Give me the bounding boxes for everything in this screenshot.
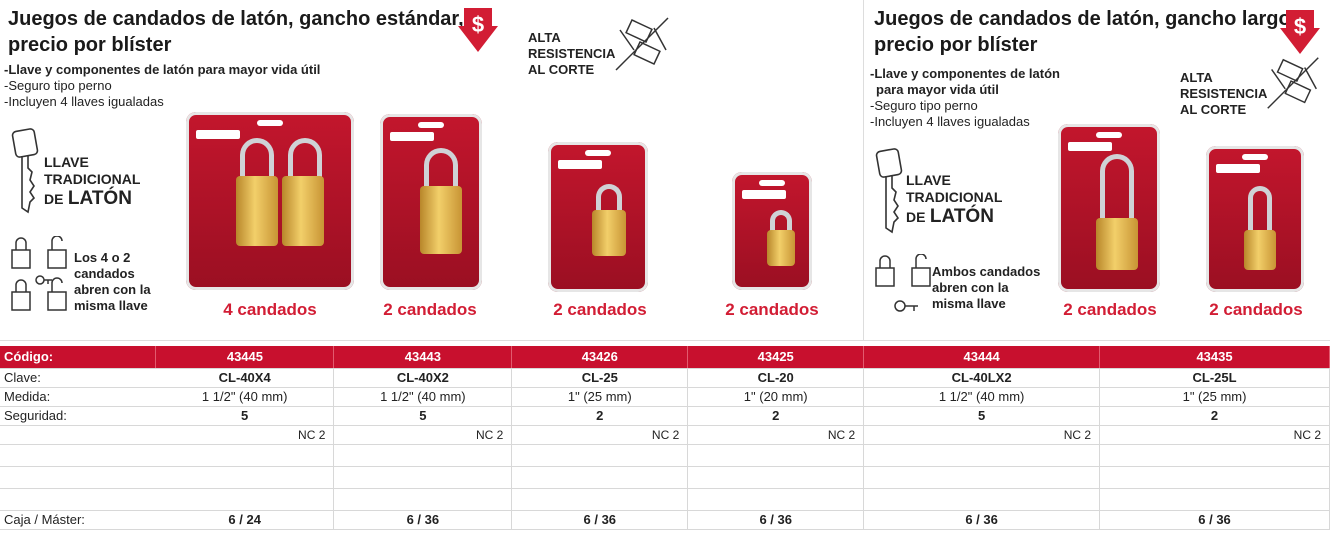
table-row: Clave: CL-40X4 CL-40X2 CL-25 CL-20 CL-40… <box>0 368 1330 388</box>
feature-list: -Llave y componentes de latón para mayor… <box>870 66 1060 130</box>
feature-item: -Llave y componentes de latón <box>870 66 1060 81</box>
table-row <box>0 488 1330 511</box>
feature-item: -Seguro tipo perno <box>870 98 978 113</box>
table-row: Medida: 1 1/2" (40 mm) 1 1/2" (40 mm) 1"… <box>0 387 1330 407</box>
table-row: Caja / Máster: 6 / 24 6 / 36 6 / 36 6 / … <box>0 510 1330 530</box>
svg-text:$: $ <box>1294 14 1306 39</box>
pack-count-label: 4 candados <box>223 300 317 319</box>
svg-text:$: $ <box>472 12 484 37</box>
bolt-cutter-icon <box>615 17 669 71</box>
title-line2: precio por blíster <box>874 34 1038 56</box>
key-icon <box>875 148 903 234</box>
key-type-label: LLAVE TRADICIONAL DE LATÓN <box>906 172 1003 227</box>
key-type-label: LLAVE TRADICIONAL DE LATÓN <box>44 154 141 209</box>
pack-count-label: 2 candados <box>1063 300 1157 319</box>
feature-item: -Llave y componentes de latón para mayor… <box>4 62 321 77</box>
cut-resistance-label: ALTA RESISTENCIA AL CORTE <box>1180 70 1268 117</box>
product-code: 43435 <box>1099 346 1330 369</box>
product-blister-43425 <box>732 172 812 290</box>
key-icon <box>11 128 39 214</box>
price-tag-icon: $ <box>458 8 498 52</box>
matching-locks-icon <box>11 236 67 311</box>
product-code: 43445 <box>155 346 335 369</box>
table-row <box>0 444 1330 467</box>
bolt-cutter-icon <box>1267 57 1319 109</box>
product-blister-43444 <box>1058 124 1160 292</box>
table-row <box>0 466 1330 489</box>
feature-item: -Seguro tipo perno <box>4 78 112 93</box>
product-blister-43443 <box>380 114 482 290</box>
product-code: 43425 <box>687 346 865 369</box>
product-code: 43426 <box>511 346 689 369</box>
pack-count-label: 2 candados <box>383 300 477 319</box>
panel-standard-shackle: Juegos de candados de latón, gancho está… <box>0 0 864 340</box>
table-row: Seguridad: 5 5 2 2 5 2 <box>0 406 1330 426</box>
pack-count-label: 2 candados <box>725 300 819 319</box>
pack-count-label: 2 candados <box>1209 300 1303 319</box>
spec-table: Código: 43445 43443 43426 43425 43444 43… <box>0 346 1330 530</box>
title-text: Juegos de candados de latón, <box>8 8 300 30</box>
feature-list: -Llave y componentes de latón para mayor… <box>4 62 320 110</box>
product-blister-43445 <box>186 112 354 290</box>
price-tag-icon: $ <box>1280 10 1320 54</box>
panel-long-shackle: Juegos de candados de latón, gancho larg… <box>866 0 1330 340</box>
panel-title: Juegos de candados de latón, gancho está… <box>8 6 464 58</box>
product-code: 43444 <box>863 346 1101 369</box>
title-text: Juegos de candados de latón, <box>874 8 1166 30</box>
section-divider <box>0 340 1330 341</box>
header-label: Código: <box>0 346 157 369</box>
feature-item: -Incluyen 4 llaves igualadas <box>4 94 164 109</box>
matching-locks-icon <box>875 254 931 312</box>
title-line2: precio por blíster <box>8 34 172 56</box>
panel-title: Juegos de candados de latón, gancho larg… <box>874 6 1296 58</box>
pack-count-label: 2 candados <box>553 300 647 319</box>
table-header-row: Código: 43445 43443 43426 43425 43444 43… <box>0 346 1330 369</box>
matching-keys-note: Ambos candados abren con la misma llave <box>932 264 1041 311</box>
matching-keys-note: Los 4 o 2 candados abren con la misma ll… <box>74 250 151 313</box>
feature-item: para mayor vida útil <box>876 82 999 97</box>
product-blister-43435 <box>1206 146 1304 292</box>
title-bold: gancho estándar, <box>299 8 464 30</box>
cut-resistance-label: ALTA RESISTENCIA AL CORTE <box>528 30 616 77</box>
product-code: 43443 <box>333 346 513 369</box>
product-blister-43426 <box>548 142 648 292</box>
table-row: NC 2 NC 2 NC 2 NC 2 NC 2 NC 2 <box>0 425 1330 445</box>
feature-item: -Incluyen 4 llaves igualadas <box>870 114 1030 129</box>
title-bold: gancho largo, <box>1165 8 1297 30</box>
